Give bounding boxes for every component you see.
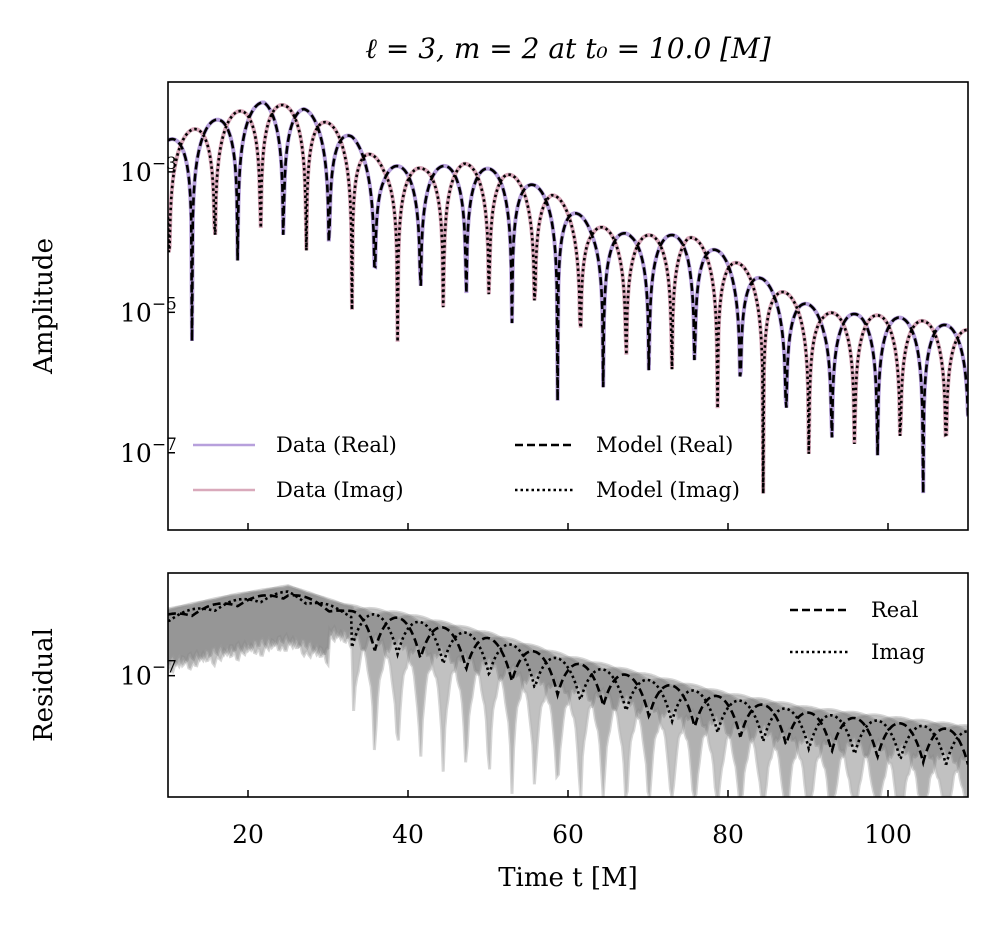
series-residual-real bbox=[168, 593, 968, 768]
y-axis-label-residual: Residual bbox=[29, 628, 59, 742]
legend-label-real: Real bbox=[871, 598, 919, 622]
legend-top: Data (Real) Data (Imag) Model (Real) Mod… bbox=[193, 433, 740, 502]
band-imag bbox=[168, 584, 968, 797]
x-tick-label: 40 bbox=[392, 820, 424, 849]
y-tick-label: 10−7 bbox=[120, 435, 177, 468]
x-tick-label: 100 bbox=[864, 820, 912, 849]
legend-label-model-imag: Model (Imag) bbox=[596, 478, 740, 502]
legend-bottom: Real Imag bbox=[790, 598, 925, 664]
y-axis-label-amplitude: Amplitude bbox=[29, 238, 59, 375]
series-residual-imag bbox=[168, 590, 968, 766]
series-model-imag bbox=[168, 103, 968, 494]
chart-title: ℓ = 3, m = 2 at t₀ = 10.0 [M] bbox=[365, 32, 770, 65]
legend-label-data-real: Data (Real) bbox=[276, 433, 397, 457]
amplitude-axes: 10−310−510−7 bbox=[120, 81, 969, 531]
amplitude-series bbox=[168, 100, 968, 494]
x-tick-label: 60 bbox=[552, 820, 584, 849]
x-tick-label: 20 bbox=[232, 820, 264, 849]
band-real bbox=[168, 585, 968, 797]
x-tick-label: 80 bbox=[712, 820, 744, 849]
legend-label-imag: Imag bbox=[871, 640, 925, 664]
residual-series bbox=[168, 584, 968, 797]
legend-label-model-real: Model (Real) bbox=[596, 433, 733, 457]
residual-axes: 10−720 40 60 80 100 bbox=[120, 572, 969, 849]
x-axis-label: Time t [M] bbox=[498, 863, 638, 893]
series-model-real bbox=[168, 101, 968, 494]
legend-label-data-imag: Data (Imag) bbox=[276, 478, 404, 502]
